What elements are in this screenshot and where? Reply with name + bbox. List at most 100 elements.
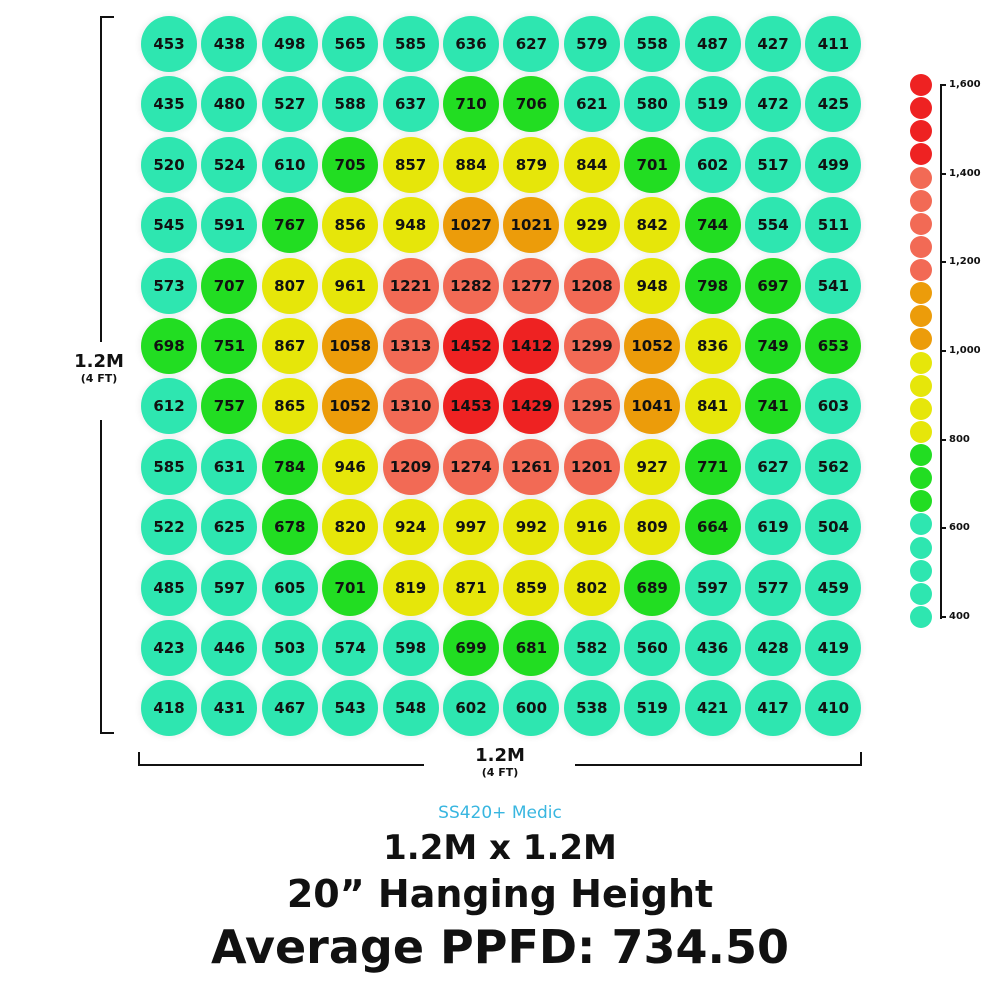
ppfd-reading-r9-c9: 809 (624, 499, 681, 556)
ppfd-reading-r10-c6: 871 (443, 559, 499, 616)
legend-label-1200: 1,200 (949, 256, 981, 268)
ppfd-reading-r6-c6: 1452 (443, 318, 499, 374)
ppfd-reading-r8-c10: 771 (684, 438, 741, 495)
ppfd-reading-r4-c2: 591 (201, 197, 258, 254)
ppfd-reading-r5-c9: 948 (624, 257, 681, 314)
horizontal-dimension-feet: (4 FT) (481, 766, 519, 779)
ppfd-reading-r5-c3: 807 (261, 257, 318, 314)
ppfd-reading-r9-c7: 992 (503, 499, 560, 556)
ppfd-reading-r5-c5: 1221 (382, 257, 439, 314)
legend-swatch-2 (910, 97, 932, 120)
ppfd-reading-r11-c1: 423 (141, 620, 197, 676)
legend-swatch-8 (910, 235, 932, 258)
legend-label-600: 600 (949, 522, 970, 534)
legend-swatch-13 (910, 351, 932, 374)
legend-label-1600: 1,600 (949, 79, 981, 90)
legend-swatch-1 (910, 74, 932, 96)
ppfd-reading-r12-c1: 418 (141, 680, 197, 737)
ppfd-reading-r3-c2: 524 (201, 136, 258, 193)
ppfd-reading-r11-c8: 582 (563, 620, 620, 676)
ppfd-reading-r12-c12: 410 (805, 680, 862, 737)
ppfd-reading-r9-c2: 625 (201, 499, 258, 556)
ppfd-reading-r10-c2: 597 (201, 559, 258, 616)
ppfd-reading-r12-c7: 600 (503, 680, 560, 737)
ppfd-reading-r6-c4: 1058 (322, 318, 379, 374)
vertical-dimension-feet: (4 FT) (80, 372, 118, 385)
ppfd-reading-r6-c3: 867 (261, 318, 318, 374)
ppfd-reading-r7-c11: 741 (745, 378, 801, 435)
ppfd-reading-r9-c8: 916 (563, 499, 620, 556)
ppfd-reading-r2-c4: 588 (322, 76, 379, 133)
legend-label-800: 800 (949, 433, 970, 445)
ppfd-reading-r3-c10: 602 (684, 136, 741, 193)
ppfd-reading-r2-c1: 435 (141, 76, 197, 133)
ppfd-reading-r11-c3: 503 (261, 620, 318, 676)
ppfd-reading-r1-c12: 411 (805, 16, 862, 72)
legend-axis (940, 85, 942, 619)
ppfd-reading-r1-c10: 487 (684, 16, 741, 72)
ppfd-reading-r1-c7: 627 (503, 16, 560, 72)
ppfd-reading-r8-c7: 1261 (503, 438, 560, 495)
legend-swatch-3 (910, 120, 932, 143)
legend-swatch-19 (910, 490, 932, 513)
ppfd-reading-r1-c6: 636 (443, 16, 499, 72)
ppfd-reading-r11-c6: 699 (443, 620, 499, 676)
ppfd-reading-r9-c12: 504 (805, 499, 862, 556)
ppfd-reading-r8-c11: 627 (745, 438, 801, 495)
ppfd-heatmap: 453 438 498 565 585 636 627 579 558 487 427 411 435 4… (141, 16, 862, 737)
ppfd-reading-r4-c5: 948 (382, 197, 439, 254)
vertical-dimension-label: 1.2M (4 FT) (60, 351, 138, 386)
ppfd-reading-r10-c4: 701 (322, 559, 379, 616)
legend-swatch-20 (910, 513, 932, 536)
ppfd-reading-r9-c6: 997 (443, 499, 499, 556)
legend-swatch-21 (910, 536, 932, 559)
ppfd-reading-r12-c10: 421 (684, 680, 741, 737)
legend-swatch-5 (910, 166, 932, 189)
ppfd-reading-r7-c4: 1052 (322, 378, 379, 435)
vertical-dimension-bracket-bottom (100, 420, 114, 734)
ppfd-reading-r2-c5: 637 (382, 76, 439, 133)
ppfd-reading-r7-c7: 1429 (503, 378, 560, 435)
ppfd-reading-r6-c12: 653 (805, 318, 862, 374)
legend-swatch-11 (910, 305, 932, 328)
ppfd-reading-r5-c11: 697 (745, 257, 801, 314)
ppfd-reading-r5-c4: 961 (322, 257, 379, 314)
vertical-dimension-bracket-top (100, 16, 114, 342)
ppfd-reading-r5-c2: 707 (201, 257, 258, 314)
ppfd-reading-r12-c11: 417 (745, 680, 801, 737)
ppfd-reading-r8-c12: 562 (805, 438, 862, 495)
ppfd-reading-r9-c10: 664 (684, 499, 741, 556)
ppfd-reading-r5-c8: 1208 (563, 257, 620, 314)
ppfd-reading-r4-c8: 929 (563, 197, 620, 254)
ppfd-reading-r7-c9: 1041 (624, 378, 681, 435)
ppfd-reading-r8-c2: 631 (201, 438, 258, 495)
ppfd-reading-r4-c11: 554 (745, 197, 801, 254)
ppfd-reading-r3-c9: 701 (624, 136, 681, 193)
legend-swatch-16 (910, 420, 932, 443)
legend-swatch-4 (910, 143, 932, 166)
ppfd-reading-r2-c10: 519 (684, 76, 741, 133)
ppfd-reading-r1-c2: 438 (201, 16, 258, 72)
vertical-dimension-metric: 1.2M (74, 351, 124, 372)
ppfd-reading-r9-c4: 820 (322, 499, 379, 556)
ppfd-reading-r11-c12: 419 (805, 620, 862, 676)
ppfd-reading-r7-c8: 1295 (563, 378, 620, 435)
ppfd-reading-r5-c7: 1277 (503, 257, 560, 314)
ppfd-reading-r7-c6: 1453 (443, 378, 499, 435)
legend-tick-1200 (940, 261, 946, 264)
ppfd-reading-r6-c9: 1052 (624, 318, 681, 374)
hanging-height: 20” Hanging Height (286, 872, 714, 916)
legend-swatch-7 (910, 212, 932, 235)
ppfd-reading-r3-c3: 610 (261, 136, 318, 193)
ppfd-reading-r3-c11: 517 (745, 136, 801, 193)
ppfd-reading-r10-c3: 605 (261, 559, 318, 616)
ppfd-reading-r11-c4: 574 (322, 620, 379, 676)
ppfd-reading-r6-c11: 749 (745, 318, 801, 374)
ppfd-reading-r10-c11: 577 (745, 559, 801, 616)
ppfd-reading-r6-c1: 698 (141, 318, 197, 374)
ppfd-reading-r8-c4: 946 (322, 438, 379, 495)
ppfd-reading-r1-c9: 558 (624, 16, 681, 72)
legend-swatch-17 (910, 444, 932, 467)
ppfd-reading-r5-c10: 798 (684, 257, 741, 314)
legend-swatch-18 (910, 467, 932, 490)
